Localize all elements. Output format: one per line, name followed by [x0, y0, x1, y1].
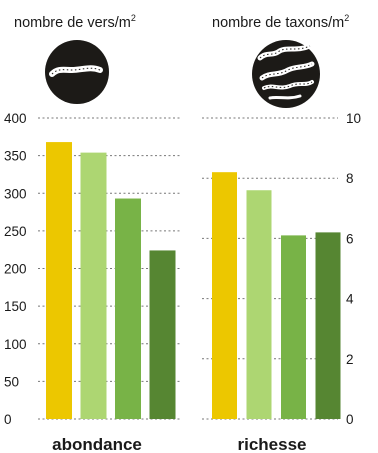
- abundance-chart-title: nombre de vers/m2: [14, 13, 136, 31]
- abundance-y-tick-label: 350: [4, 149, 27, 164]
- abundance-y-tick-label: 150: [4, 299, 27, 314]
- abundance-bar-3: [115, 198, 141, 419]
- abundance-bar-4: [149, 250, 176, 419]
- abundance-bar-2: [80, 152, 107, 420]
- single-worm-icon: [45, 40, 109, 104]
- richness-y-tick-label: 2: [346, 352, 354, 367]
- abundance-y-tick-label: 400: [4, 111, 27, 126]
- richness-chart: nombre de taxons/m2 0 2 4 6 8 10 richesse: [202, 13, 361, 453]
- abundance-chart: nombre de vers/m2 0 50 100 150 200 250 300 350 4…: [4, 13, 180, 453]
- abundance-y-tick-label: 50: [4, 374, 19, 389]
- multiple-worms-icon: [252, 40, 320, 108]
- richness-bar-4: [315, 232, 341, 419]
- richness-y-tick-label: 4: [346, 292, 354, 307]
- abundance-y-tick-label: 100: [4, 337, 27, 352]
- richness-bars: [212, 172, 341, 419]
- abundance-y-tick-label: 300: [4, 186, 27, 201]
- abundance-y-axis: 0 50 100 150 200 250 300 350 400: [4, 111, 27, 427]
- richness-y-tick-label: 10: [346, 111, 361, 126]
- richness-y-tick-label: 8: [346, 171, 354, 186]
- abundance-y-tick-label: 200: [4, 262, 27, 277]
- abundance-y-tick-label: 250: [4, 224, 27, 239]
- abundance-bar-1: [46, 142, 72, 419]
- richness-y-axis: 0 2 4 6 8 10: [346, 111, 361, 427]
- abundance-bars: [46, 142, 176, 420]
- richness-y-tick-label: 6: [346, 231, 354, 246]
- richness-y-tick-label: 0: [346, 412, 354, 427]
- richness-chart-title: nombre de taxons/m2: [212, 13, 349, 31]
- richness-bar-2: [246, 190, 272, 419]
- abundance-x-label: abondance: [52, 435, 142, 453]
- richness-bar-1: [212, 172, 237, 419]
- abundance-y-tick-label: 0: [4, 412, 12, 427]
- richness-x-label: richesse: [238, 435, 307, 453]
- richness-bar-3: [281, 235, 306, 419]
